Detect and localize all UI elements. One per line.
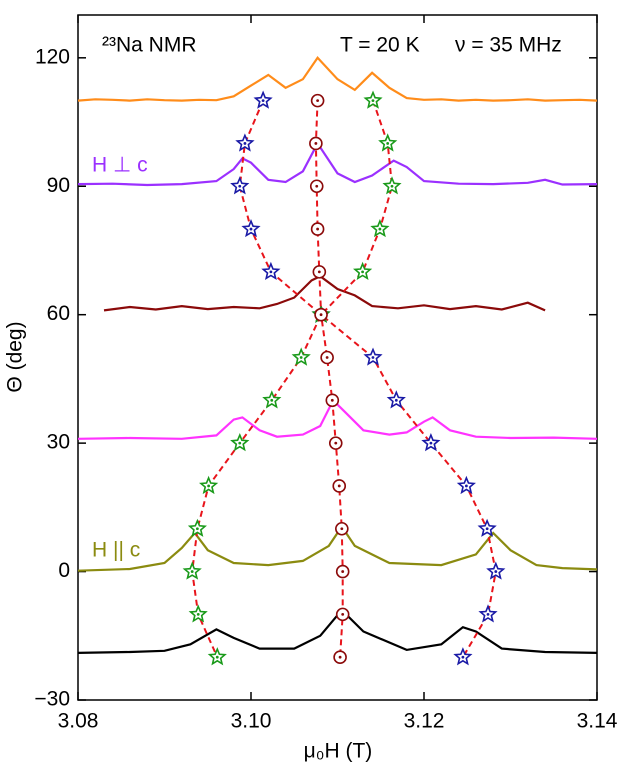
- marker-dot: [371, 99, 375, 103]
- x-tick-label: 3.08: [58, 710, 99, 733]
- annotation: H || c: [92, 539, 140, 562]
- y-tick-label: 120: [35, 45, 70, 68]
- marker-dot: [316, 99, 320, 103]
- y-tick-label: 30: [47, 431, 70, 454]
- marker-dot: [371, 356, 375, 359]
- spectrum: [77, 56, 598, 102]
- marker-dot: [316, 227, 320, 231]
- marker-dot: [361, 270, 364, 274]
- marker-dot: [325, 356, 329, 359]
- marker-dot: [270, 398, 274, 402]
- marker-dot: [195, 527, 199, 531]
- marker-dot: [238, 184, 242, 188]
- marker-dot: [261, 99, 265, 103]
- marker-dot: [314, 142, 318, 145]
- y-tick-label: 60: [47, 302, 70, 325]
- annotation: ν = 35 MHz: [455, 34, 562, 57]
- spectrum: [77, 608, 598, 654]
- marker-dot: [317, 270, 321, 274]
- marker-dot: [464, 484, 468, 488]
- marker-dot: [378, 227, 382, 231]
- marker-dot: [238, 441, 242, 445]
- marker-dot: [394, 398, 398, 402]
- spectrum: [77, 141, 598, 187]
- marker-dot: [494, 570, 498, 573]
- marker-dot: [249, 227, 253, 231]
- marker-dot: [340, 527, 344, 531]
- marker-dot: [390, 184, 394, 188]
- y-tick-label: 0: [58, 559, 70, 582]
- marker-dot: [243, 142, 247, 145]
- marker-dot: [338, 655, 342, 659]
- marker-dot: [337, 484, 341, 488]
- marker-dot: [485, 527, 489, 531]
- plot-frame: [77, 14, 598, 701]
- marker-dot: [315, 184, 319, 188]
- trend-line: [314, 100, 344, 658]
- spectrum: [77, 398, 598, 440]
- y-axis-label: Θ (deg): [4, 321, 27, 392]
- marker-dot: [341, 612, 345, 616]
- spectrum: [77, 524, 598, 572]
- marker-dot: [461, 655, 465, 659]
- y-tick-label: −30: [34, 688, 70, 711]
- marker-dot: [269, 270, 273, 274]
- y-tick-label: 90: [47, 174, 70, 197]
- annotation: H ⊥ c: [92, 154, 148, 177]
- marker-dot: [319, 313, 323, 317]
- annotation: T = 20 K: [340, 34, 420, 57]
- marker-dot: [429, 441, 433, 445]
- trend-line: [191, 100, 394, 658]
- marker-dot: [386, 142, 390, 145]
- annotation: ²³Na NMR: [102, 34, 197, 57]
- marker-dot: [215, 655, 219, 659]
- x-tick-label: 3.10: [231, 710, 272, 733]
- marker-dot: [299, 356, 303, 359]
- x-tick-label: 3.14: [577, 710, 618, 733]
- marker-dot: [190, 570, 194, 573]
- marker-dot: [486, 612, 490, 616]
- x-tick-label: 3.12: [404, 710, 445, 733]
- marker-dot: [341, 570, 345, 573]
- marker-dot: [334, 441, 338, 445]
- marker-dot: [207, 484, 211, 488]
- spectrum: [103, 274, 546, 312]
- marker-dot: [196, 612, 200, 616]
- marker-dot: [330, 398, 334, 402]
- x-axis-label: μ₀H (T): [304, 740, 373, 763]
